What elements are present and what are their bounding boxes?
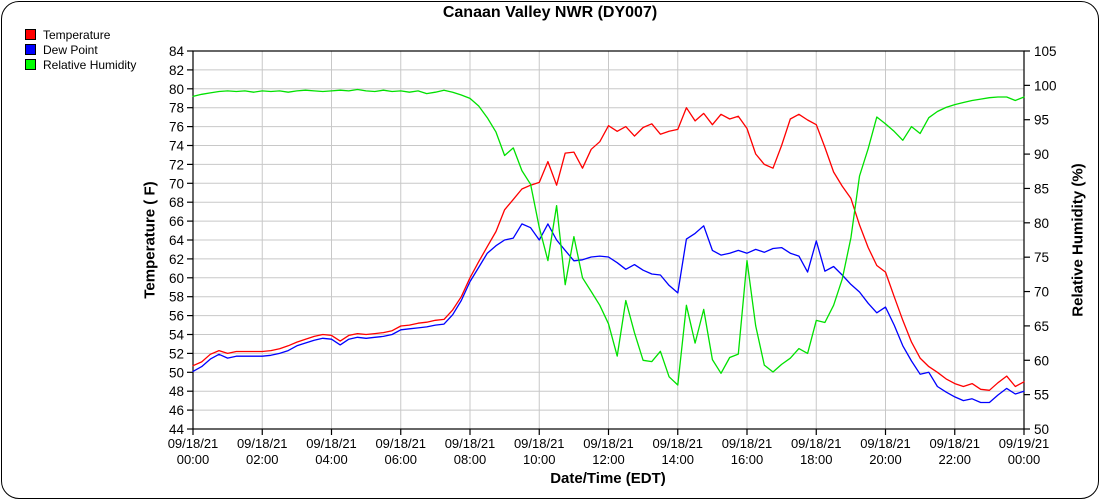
y-right-tick-label: 95: [1034, 113, 1049, 128]
temperature-line: [192, 107, 1025, 391]
x-tick-date-label: 09/18/21: [929, 436, 980, 451]
x-tick-date-label: 09/18/21: [583, 436, 634, 451]
y-right-tick-label: 90: [1034, 147, 1049, 162]
relative-humidity-swatch-icon: [25, 59, 36, 70]
y-left-tick-label: 68: [169, 195, 184, 210]
y-right-tick-label: 60: [1034, 353, 1049, 368]
x-tick-time-label: 10:00: [523, 452, 556, 467]
x-tick-time-label: 04:00: [315, 452, 348, 467]
y-left-tick-label: 66: [169, 214, 184, 229]
y-left-tick-label: 82: [169, 63, 184, 78]
x-tick-time-label: 00:00: [177, 452, 210, 467]
legend-label: Dew Point: [43, 42, 98, 57]
y-left-tick-label: 84: [169, 44, 185, 59]
legend-item-temperature: Temperature: [25, 27, 136, 42]
x-tick-time-label: 02:00: [246, 452, 279, 467]
legend-label: Relative Humidity: [43, 57, 137, 72]
y-left-tick-label: 52: [169, 346, 184, 361]
y-left-tick-label: 58: [169, 290, 184, 305]
x-tick-date-label: 09/18/21: [306, 436, 357, 451]
x-tick-time-label: 14:00: [661, 452, 694, 467]
x-tick-date-label: 09/18/21: [375, 436, 426, 451]
y-right-tick-label: 55: [1034, 388, 1049, 403]
chart-title: Canaan Valley NWR (DY007): [442, 4, 658, 21]
temperature-swatch-icon: [25, 29, 36, 40]
x-axis-title: Date/Time (EDT): [550, 470, 666, 487]
x-tick-time-label: 22:00: [938, 452, 971, 467]
y-left-tick-label: 70: [169, 176, 184, 191]
x-tick-time-label: 18:00: [800, 452, 833, 467]
legend-label: Temperature: [43, 27, 111, 42]
y-left-tick-label: 76: [169, 120, 184, 135]
y-left-tick-label: 78: [169, 101, 184, 116]
y-left-tick-label: 62: [169, 252, 184, 267]
y-left-tick-label: 80: [169, 82, 184, 97]
y-right-tick-label: 105: [1034, 44, 1057, 59]
x-tick-date-label: 09/18/21: [791, 436, 842, 451]
y-right-tick-label: 75: [1034, 250, 1049, 265]
y-right-tick-label: 50: [1034, 422, 1049, 437]
x-tick-date-label: 09/18/21: [514, 436, 565, 451]
x-tick-date-label: 09/18/21: [445, 436, 496, 451]
dew-point-swatch-icon: [25, 44, 36, 55]
x-tick-date-label: 09/18/21: [168, 436, 219, 451]
y-left-tick-label: 50: [169, 365, 184, 380]
y-right-tick-label: 100: [1034, 78, 1057, 93]
y-right-tick-label: 65: [1034, 319, 1049, 334]
x-tick-date-label: 09/19/21: [999, 436, 1050, 451]
y-right-tick-label: 85: [1034, 181, 1049, 196]
y-left-tick-label: 56: [169, 309, 184, 324]
y-left-tick-label: 54: [169, 328, 185, 343]
x-tick-date-label: 09/18/21: [652, 436, 703, 451]
legend: Temperature Dew Point Relative Humidity: [25, 27, 136, 72]
x-tick-time-label: 06:00: [384, 452, 417, 467]
x-tick-date-label: 09/18/21: [237, 436, 288, 451]
y-left-tick-label: 64: [169, 233, 185, 248]
y-left-tick-label: 72: [169, 157, 184, 172]
x-tick-time-label: 16:00: [731, 452, 764, 467]
y-left-tick-label: 60: [169, 271, 184, 286]
x-tick-date-label: 09/18/21: [860, 436, 911, 451]
y-left-tick-label: 74: [169, 139, 185, 154]
relative-humidity-line: [192, 88, 1025, 386]
x-tick-date-label: 09/18/21: [722, 436, 773, 451]
y-right-tick-label: 80: [1034, 216, 1049, 231]
x-tick-time-label: 20:00: [869, 452, 902, 467]
y-right-tick-label: 70: [1034, 285, 1049, 300]
dew-point-line: [192, 223, 1025, 404]
x-tick-time-label: 00:00: [1008, 452, 1041, 467]
y-left-tick-label: 46: [169, 403, 184, 418]
x-tick-time-label: 08:00: [454, 452, 487, 467]
legend-item-relative-humidity: Relative Humidity: [25, 57, 136, 72]
x-tick-time-label: 12:00: [592, 452, 625, 467]
y-left-tick-label: 48: [169, 384, 184, 399]
y-left-tick-label: 44: [169, 422, 185, 437]
legend-item-dew-point: Dew Point: [25, 42, 136, 57]
